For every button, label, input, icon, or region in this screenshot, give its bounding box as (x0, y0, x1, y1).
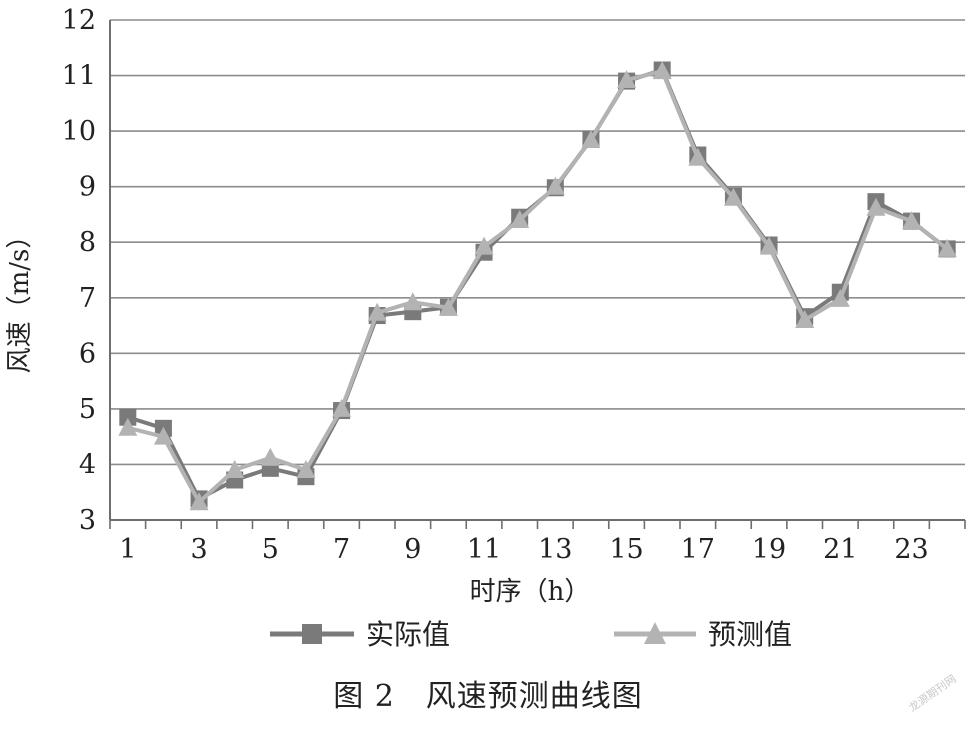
data-point-triangle (474, 236, 494, 255)
series-predicted (118, 61, 957, 511)
data-point-triangle (332, 398, 352, 417)
x-axis-title: 时序（h） (470, 577, 591, 607)
y-tick-label: 8 (79, 227, 96, 258)
x-tick-label: 5 (262, 534, 279, 565)
y-tick-label: 12 (62, 5, 96, 36)
x-tick-label: 23 (894, 534, 928, 565)
data-point-square (119, 408, 137, 426)
data-point-triangle (652, 61, 672, 80)
data-point-triangle (937, 238, 957, 257)
data-point-triangle (581, 130, 601, 148)
legend-item-actual: 实际值 (270, 618, 450, 651)
legend-marker-square (302, 624, 322, 644)
x-tick-label: 3 (190, 534, 207, 565)
data-point-triangle (723, 187, 743, 206)
data-point-triangle (367, 302, 387, 321)
legend-item-predicted: 预测值 (614, 618, 792, 651)
y-tick-label: 7 (79, 283, 96, 314)
x-tick-labels: 1 3 5 7 9 11 13 15 17 19 21 23 (119, 534, 929, 565)
data-point-triangle (153, 426, 173, 445)
x-tick-label: 15 (609, 534, 643, 565)
legend-label-predicted: 预测值 (708, 618, 792, 651)
figure-caption: 图 2 风速预测曲线图 (333, 679, 643, 714)
y-tick-label: 5 (79, 394, 96, 425)
y-tick-label: 3 (79, 505, 96, 536)
data-point-triangle (260, 447, 280, 466)
y-axis-title: 风速（m/s） (5, 223, 35, 374)
y-tick-label: 4 (79, 449, 96, 480)
x-tick-label: 17 (681, 534, 715, 565)
x-tick-label: 9 (404, 534, 421, 565)
data-point-triangle (795, 310, 815, 328)
y-tick-label: 10 (62, 116, 96, 147)
x-tick-label: 11 (467, 534, 501, 565)
legend: 实际值 预测值 (270, 618, 792, 651)
y-tick-labels: 3 4 5 6 7 8 9 10 11 12 (62, 5, 96, 536)
data-point-triangle (296, 460, 316, 478)
data-point-triangle (403, 292, 423, 311)
data-point-triangle (830, 288, 850, 307)
data-point-triangle (225, 460, 245, 478)
series-layer (118, 61, 957, 511)
x-tick-label: 19 (752, 534, 786, 565)
data-point-triangle (510, 210, 530, 228)
x-tick-label: 7 (333, 534, 350, 565)
data-point-triangle (688, 147, 708, 166)
series-actual (119, 61, 956, 508)
y-tick-label: 6 (79, 338, 96, 369)
y-tick-label: 9 (79, 172, 96, 203)
x-tick-label: 21 (823, 534, 857, 565)
legend-marker-triangle (644, 622, 666, 644)
data-point-triangle (866, 197, 886, 216)
data-point-triangle (759, 236, 779, 255)
data-point-triangle (617, 70, 637, 88)
x-tick-label: 1 (119, 534, 136, 565)
grid-layer (110, 19, 965, 466)
data-point-triangle (189, 492, 209, 511)
data-point-triangle (902, 211, 922, 230)
series-line (127, 68, 949, 501)
data-point-triangle (438, 297, 458, 316)
series-line (127, 69, 949, 505)
y-tick-label: 11 (62, 61, 96, 92)
legend-label-actual: 实际值 (366, 618, 450, 651)
axis-layer (109, 20, 966, 529)
watermark: 龙源期刊网 (906, 671, 959, 714)
data-point-triangle (545, 176, 565, 195)
data-point-triangle (118, 417, 138, 436)
x-tick-label: 13 (538, 534, 572, 565)
